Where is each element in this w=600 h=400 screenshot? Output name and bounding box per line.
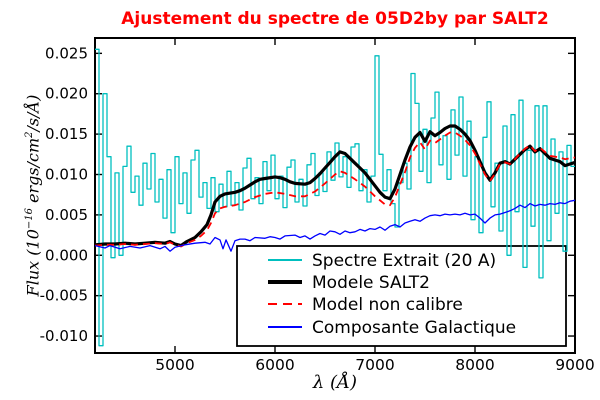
y-tick-label: 0.025: [45, 44, 88, 62]
x-tick-label: 7000: [355, 356, 394, 374]
data-series: [95, 48, 575, 347]
y-tick-label: 0.020: [45, 85, 88, 103]
y-tick-label: -0.005: [40, 287, 88, 305]
y-tick-label: 0.015: [45, 125, 88, 143]
legend-label-composante-galactique: Composante Galactique: [312, 318, 516, 338]
composante-galactique-line: [95, 199, 575, 252]
spectre-extrait-line: [95, 48, 575, 347]
axis-ticks: 5000 6000 7000 8000 9000 0.025 0.020 0.015 0.010…: [40, 38, 595, 374]
legend-label-modele-salt2: Modele SALT2: [312, 273, 430, 293]
x-axis-label: λ (Å): [95, 372, 575, 393]
x-tick-label: 9000: [555, 356, 594, 374]
plot-frame: [94, 37, 576, 354]
x-tick-label: 8000: [455, 356, 494, 374]
legend-label-model-non-calibre: Model non calibre: [312, 295, 463, 315]
legend-label-spectre-extrait: Spectre Extrait (20 A): [312, 251, 496, 271]
legend: Spectre Extrait (20 A) Modele SALT2 Mode…: [236, 245, 567, 347]
y-tick-label: 0.000: [45, 246, 88, 264]
y-tick-label: -0.010: [40, 327, 88, 345]
y-tick-label: 0.010: [45, 166, 88, 184]
x-tick-label: 6000: [255, 356, 294, 374]
chart-title: Ajustement du spectre de 05D2by par SALT…: [121, 9, 549, 29]
y-tick-label: 0.005: [45, 206, 88, 224]
x-axis-label-text: λ (Å): [312, 372, 358, 393]
model-non-calibre-line: [95, 131, 575, 248]
x-tick-label: 5000: [155, 356, 194, 374]
legend-box: [236, 245, 567, 347]
